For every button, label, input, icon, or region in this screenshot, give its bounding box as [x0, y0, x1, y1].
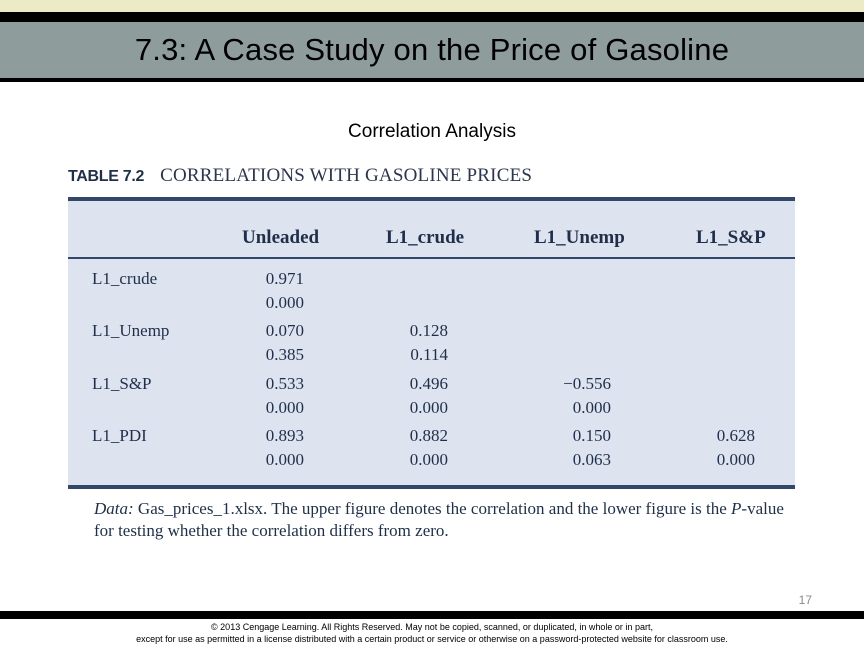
top-accent-strip — [0, 0, 864, 12]
correlation-value: 0.971 — [265, 269, 304, 288]
row-label-l1-pdi: L1_PDI — [92, 426, 147, 445]
table-cell: −0.556 0.000 — [551, 374, 611, 418]
note-file: Gas_prices_1.xlsx. The upper figure deno… — [133, 499, 732, 518]
p-value: 0.385 — [265, 345, 304, 364]
note-tail: -value for testing whether the correlati… — [94, 499, 784, 540]
correlation-value: 0.150 — [572, 426, 611, 445]
title-band: 7.3: A Case Study on the Price of Gasoli… — [0, 12, 864, 82]
column-header-unleaded: Unleaded — [242, 227, 320, 248]
table-cell: 0.893 0.000 — [244, 426, 304, 470]
table-cell: 0.070 0.385 — [244, 321, 304, 365]
table-note: Data: Gas_prices_1.xlsx. The upper figur… — [94, 498, 784, 542]
correlation-value: 0.533 — [265, 374, 304, 393]
correlation-value: 0.882 — [409, 426, 448, 445]
correlation-value: 0.070 — [265, 321, 304, 340]
correlation-value: 0.496 — [409, 374, 448, 393]
row-label-l1-crude: L1_crude — [92, 269, 158, 288]
table-cell: 0.533 0.000 — [244, 374, 304, 418]
p-value: 0.000 — [265, 293, 304, 312]
correlation-value: 0.628 — [716, 426, 755, 445]
row-label-l1-sp: L1_S&P — [92, 374, 152, 393]
copyright-footer: © 2013 Cengage Learning. All Rights Rese… — [0, 621, 864, 645]
table-cell: 0.496 0.000 — [388, 374, 448, 418]
table-cell: 0.628 0.000 — [695, 426, 755, 470]
p-value: 0.000 — [572, 398, 611, 417]
p-value: 0.000 — [409, 398, 448, 417]
slide-subtitle: Correlation Analysis — [348, 121, 516, 142]
column-header-l1-sp: L1_S&P — [696, 227, 766, 248]
p-value: 0.000 — [409, 450, 448, 469]
column-header-l1-crude: L1_crude — [386, 227, 465, 248]
correlation-value: −0.556 — [563, 374, 611, 393]
table-number: TABLE 7.2 — [68, 168, 145, 185]
p-value: 0.114 — [410, 345, 448, 364]
row-label-l1-unemp: L1_Unemp — [92, 321, 170, 340]
title-inner: 7.3: A Case Study on the Price of Gasoli… — [0, 22, 864, 78]
copyright-line-1: © 2013 Cengage Learning. All Rights Rese… — [211, 622, 653, 632]
page-number: 17 — [798, 593, 812, 607]
copyright-line-2: except for use as permitted in a license… — [136, 634, 728, 644]
table-cell: 0.882 0.000 — [388, 426, 448, 470]
correlation-value: 0.128 — [409, 321, 448, 340]
table-heading: TABLE 7.2 CORRELATIONS WITH GASOLINE PRIC… — [68, 165, 532, 187]
p-value: 0.000 — [265, 398, 304, 417]
footer-bar — [0, 611, 864, 619]
table-cell: 0.971 0.000 — [244, 269, 304, 313]
column-header-l1-unemp: L1_Unemp — [534, 227, 625, 248]
note-lead: Data: — [94, 499, 134, 518]
table-caption: CORRELATIONS WITH GASOLINE PRICES — [160, 165, 533, 186]
correlation-value: 0.893 — [265, 426, 304, 445]
table-cell: 0.150 0.063 — [551, 426, 611, 470]
note-pvalue: P — [731, 499, 742, 518]
slide-title: 7.3: A Case Study on the Price of Gasoli… — [134, 32, 730, 67]
header-rule — [68, 257, 795, 259]
p-value: 0.000 — [265, 450, 304, 469]
table-cell: 0.128 0.114 — [388, 321, 448, 365]
correlation-table: Unleaded L1_crude L1_Unemp L1_S&P L1_cru… — [68, 197, 795, 489]
p-value: 0.063 — [572, 450, 611, 469]
p-value: 0.000 — [716, 450, 755, 469]
